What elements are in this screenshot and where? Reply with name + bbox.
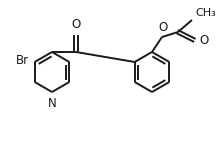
Text: Br: Br [16, 55, 29, 67]
Text: O: O [158, 21, 168, 34]
Text: N: N [48, 97, 56, 110]
Text: O: O [71, 18, 81, 31]
Text: O: O [199, 34, 208, 46]
Text: CH₃: CH₃ [195, 8, 216, 18]
